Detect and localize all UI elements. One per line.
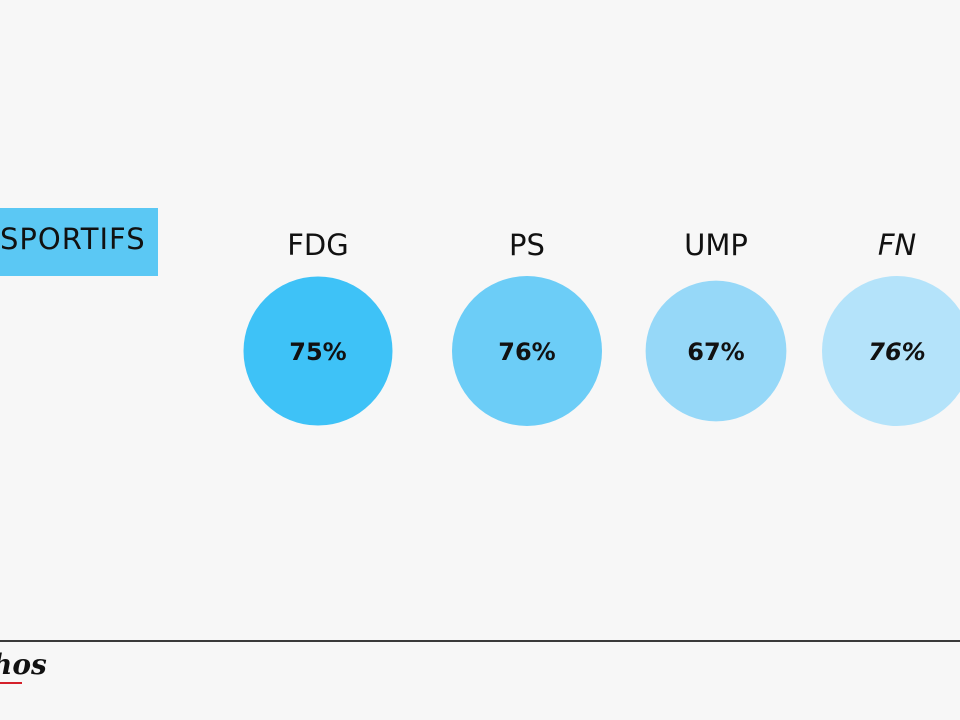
bubble-fn bbox=[822, 276, 960, 426]
logo-underline bbox=[0, 682, 22, 684]
category-label-ump: UMP bbox=[684, 228, 748, 262]
bubble-ps bbox=[452, 276, 602, 426]
value-label-ump: 67% bbox=[687, 338, 744, 366]
logo-text: hos bbox=[0, 648, 47, 681]
value-label-fn: 76% bbox=[868, 338, 925, 366]
category-label-fdg: FDG bbox=[287, 228, 348, 262]
bottom-divider bbox=[0, 640, 960, 642]
value-label-fdg: 75% bbox=[289, 338, 346, 366]
category-tag: SPORTIFS bbox=[0, 208, 158, 276]
value-label-ps: 76% bbox=[498, 338, 555, 366]
brand-logo: hos bbox=[0, 648, 60, 692]
category-label: SPORTIFS bbox=[0, 222, 146, 256]
bubble-fdg bbox=[243, 276, 393, 426]
category-label-fn: FN bbox=[878, 228, 916, 262]
category-label-ps: PS bbox=[509, 228, 545, 262]
bubble-ump bbox=[645, 280, 787, 422]
